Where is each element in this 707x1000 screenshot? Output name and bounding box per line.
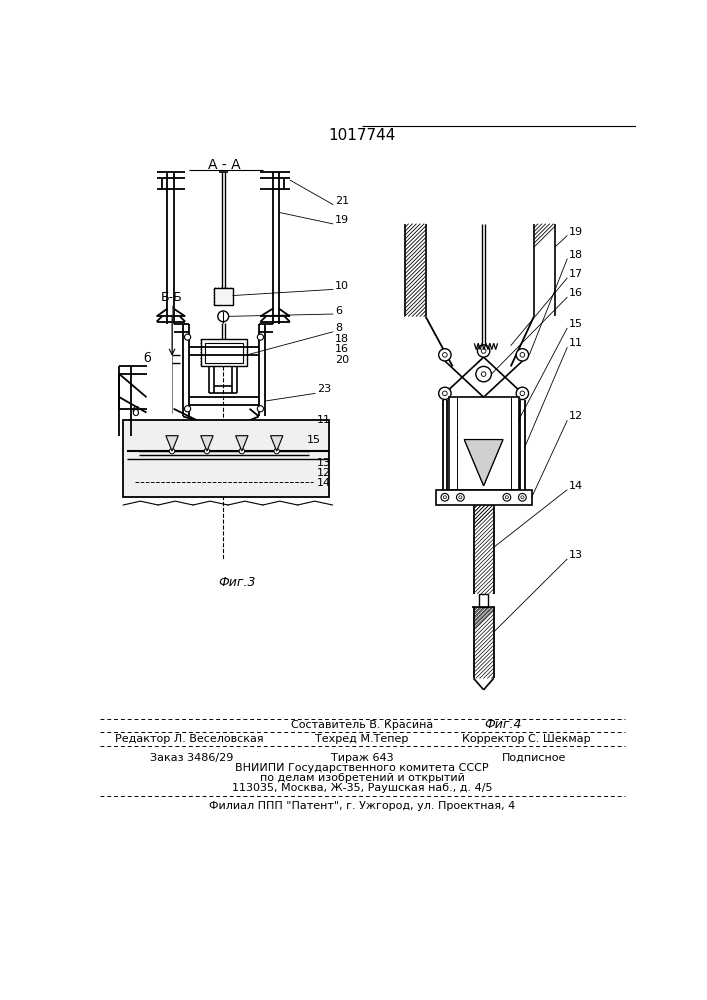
Text: 13: 13	[569, 550, 583, 560]
Polygon shape	[201, 436, 213, 451]
Text: Корректор С. Шекмар: Корректор С. Шекмар	[462, 734, 590, 744]
Text: 113035, Москва, Ж-35, Раушская наб., д. 4/5: 113035, Москва, Ж-35, Раушская наб., д. …	[232, 783, 492, 793]
Text: Фиг.4: Фиг.4	[484, 718, 522, 731]
Circle shape	[481, 372, 486, 376]
Circle shape	[459, 496, 462, 499]
Circle shape	[477, 345, 490, 357]
Text: Б-Б: Б-Б	[160, 291, 182, 304]
Bar	[123, 420, 329, 497]
Circle shape	[257, 334, 264, 340]
Text: Заказ 3486/29: Заказ 3486/29	[151, 753, 234, 763]
Text: Техред М.Тепер: Техред М.Тепер	[315, 734, 409, 744]
Bar	[214, 288, 233, 305]
Circle shape	[506, 496, 508, 499]
Circle shape	[516, 349, 529, 361]
Text: 1017744: 1017744	[328, 128, 396, 143]
Circle shape	[518, 493, 526, 501]
Circle shape	[185, 334, 191, 340]
Text: 17: 17	[569, 269, 583, 279]
Polygon shape	[464, 440, 503, 486]
Circle shape	[516, 387, 529, 400]
Text: 20: 20	[335, 355, 349, 365]
Polygon shape	[235, 436, 248, 451]
Text: 11: 11	[569, 338, 583, 348]
Text: 19: 19	[569, 227, 583, 237]
Text: А - А: А - А	[208, 158, 240, 172]
Circle shape	[438, 349, 451, 361]
Text: 12: 12	[569, 411, 583, 421]
Text: 14: 14	[317, 478, 331, 488]
Text: б: б	[144, 352, 151, 365]
Text: 19: 19	[335, 215, 349, 225]
Polygon shape	[271, 436, 283, 451]
Text: 8: 8	[335, 323, 342, 333]
Circle shape	[239, 448, 245, 454]
Text: Тираж 643: Тираж 643	[331, 753, 393, 763]
Text: 6: 6	[335, 306, 341, 316]
Circle shape	[218, 311, 228, 322]
Circle shape	[204, 448, 210, 454]
Text: по делам изобретений и открытий: по делам изобретений и открытий	[259, 773, 464, 783]
Text: 11: 11	[317, 415, 331, 425]
Text: 16: 16	[569, 288, 583, 298]
Circle shape	[443, 391, 448, 396]
Text: 23: 23	[317, 384, 331, 394]
Text: 13: 13	[317, 458, 331, 468]
Text: Составитель В. Красина: Составитель В. Красина	[291, 720, 433, 730]
Circle shape	[503, 493, 510, 501]
Text: 18: 18	[569, 250, 583, 260]
Text: 10: 10	[335, 281, 349, 291]
Circle shape	[257, 406, 264, 412]
Circle shape	[443, 496, 446, 499]
Bar	[479, 594, 489, 607]
Text: б: б	[131, 406, 139, 419]
Text: Фиг.3: Фиг.3	[218, 576, 256, 588]
Circle shape	[481, 349, 486, 353]
Text: Филиал ППП "Патент", г. Ужгород, ул. Проектная, 4: Филиал ППП "Патент", г. Ужгород, ул. Про…	[209, 801, 515, 811]
Circle shape	[457, 493, 464, 501]
Text: 12: 12	[317, 468, 331, 478]
Text: 15: 15	[307, 435, 321, 445]
Text: 18: 18	[335, 334, 349, 344]
Text: ВНИИПИ Государственного комитета СССР: ВНИИПИ Государственного комитета СССР	[235, 763, 489, 773]
Text: 16: 16	[335, 344, 349, 354]
Circle shape	[438, 387, 451, 400]
Text: Редактор Л. Веселовская: Редактор Л. Веселовская	[115, 734, 264, 744]
Text: Подписное: Подписное	[502, 753, 566, 763]
Circle shape	[476, 366, 491, 382]
Bar	[449, 397, 518, 490]
Circle shape	[521, 496, 524, 499]
Bar	[204, 343, 243, 363]
Bar	[436, 490, 532, 505]
Circle shape	[170, 448, 175, 454]
Polygon shape	[166, 436, 178, 451]
Circle shape	[443, 353, 448, 357]
Text: 21: 21	[335, 196, 349, 206]
Circle shape	[441, 493, 449, 501]
Bar	[201, 339, 247, 366]
Text: 14: 14	[569, 481, 583, 491]
Circle shape	[274, 448, 279, 454]
Text: 15: 15	[569, 319, 583, 329]
Circle shape	[185, 406, 191, 412]
Circle shape	[520, 391, 525, 396]
Circle shape	[520, 353, 525, 357]
